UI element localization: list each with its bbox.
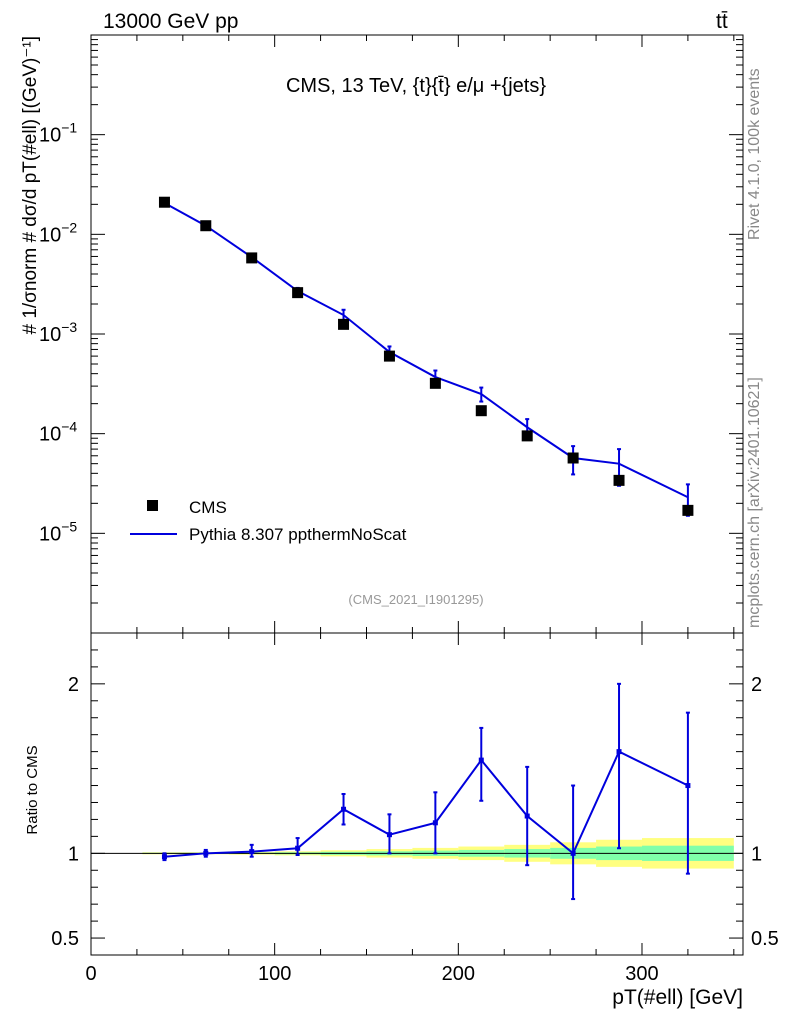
ratio-point [524, 813, 530, 819]
ratio-point [386, 832, 392, 838]
main-y-tick-label: 10−5 [39, 518, 77, 545]
ratio-point [616, 749, 622, 755]
ratio-y-tick-label-right: 1 [751, 843, 762, 865]
ratio-y-axis-label: Ratio to CMS [24, 745, 41, 834]
ratio-point [161, 854, 167, 860]
mc-line [163, 202, 689, 499]
ratio-y-tick-label-left: 0.5 [51, 928, 79, 950]
main-y-tick-label: 10−3 [39, 319, 77, 346]
ratio-point [570, 850, 576, 856]
ratio-y-tick-label-right: 2 [751, 674, 762, 696]
process-label: tt̄ [716, 10, 728, 33]
cms-data-point [246, 252, 258, 264]
x-tick-label: 200 [442, 963, 475, 985]
ratio-point [295, 845, 301, 851]
beam-label: 13000 GeV pp [103, 10, 239, 33]
legend-cms-marker [147, 500, 158, 511]
ratio-point [249, 849, 255, 855]
source-label: mcplots.cern.ch [arXiv:2401.10621] [746, 377, 763, 628]
ratio-point [203, 850, 209, 856]
ratio-point [478, 757, 484, 763]
analysis-watermark: (CMS_2021_I1901295) [348, 592, 483, 607]
cms-data-point [200, 220, 212, 232]
ratio-panel [90, 632, 744, 956]
x-tick-label: 0 [85, 963, 96, 985]
main-y-tick-label: 10−2 [39, 219, 77, 246]
ratio-y-tick-label-right: 0.5 [751, 928, 779, 950]
cms-data-point [682, 504, 694, 516]
chart-marks [91, 196, 743, 901]
legend-cms-label: CMS [189, 498, 227, 517]
cms-data-point [292, 287, 304, 299]
x-axis-label: pT(#ell) [GeV] [612, 986, 743, 1009]
cms-data-point [613, 474, 625, 486]
ratio-point [685, 783, 691, 789]
main-y-tick-label: 10−1 [39, 120, 77, 147]
chart-text: 10−1 10−2 10−3 10−4 10−5 0.5 0.5 1 1 2 2 0 100 200 300… [20, 36, 779, 1009]
ratio-mc-line [164, 750, 689, 858]
cms-data-point [383, 350, 395, 362]
ratio-y-tick-label-left: 1 [68, 843, 79, 865]
cms-data-point [158, 196, 170, 208]
ratio-y-tick-label-left: 2 [68, 674, 79, 696]
main-y-axis-label: # 1/σnorm # dσ/d pT(#ell) [(GeV)⁻¹] [20, 36, 41, 335]
cms-data-point [475, 405, 487, 417]
ratio-plot-frame [90, 632, 744, 956]
ratio-point [432, 820, 438, 826]
legend-mc-label: Pythia 8.307 ppthermNoScat [189, 525, 407, 544]
cms-data-point [521, 430, 533, 442]
chart-title: CMS, 13 TeV, {t}{t̄} e/μ +{jets} [286, 75, 546, 97]
main-y-tick-label: 10−4 [39, 419, 77, 446]
rivet-version-label: Rivet 4.1.0, 100k events [746, 68, 763, 240]
cms-data-point [338, 318, 350, 330]
ratio-point [341, 806, 347, 812]
cms-data-point [567, 452, 579, 464]
x-tick-label: 100 [258, 963, 291, 985]
cms-data-point [429, 377, 441, 389]
x-tick-label: 300 [625, 963, 658, 985]
